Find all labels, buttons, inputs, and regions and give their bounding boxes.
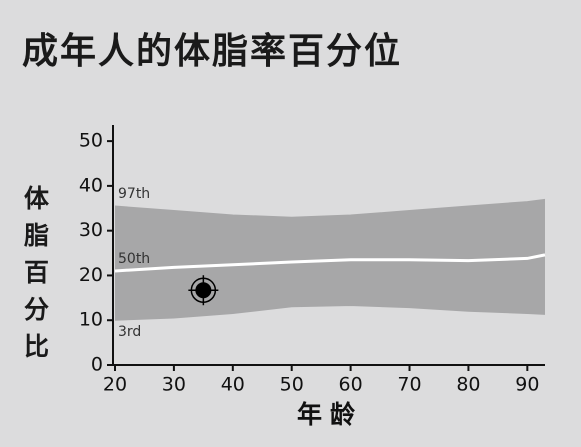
x-tick-label: 30	[162, 374, 186, 396]
data-point	[195, 282, 212, 299]
series-label: 97th	[118, 186, 150, 202]
percentile-line	[114, 198, 546, 218]
y-tick-label: 20	[79, 264, 103, 286]
y-tick-label: 40	[79, 174, 103, 196]
x-tick-label: 50	[280, 374, 304, 396]
chart-title: 成年人的体脂率百分位	[22, 31, 403, 72]
series-label: 50th	[118, 251, 150, 267]
x-axis-label: 年龄	[297, 400, 363, 429]
y-tick-label: 10	[79, 309, 103, 331]
y-tick-label: 50	[79, 130, 103, 152]
x-tick-label: 60	[339, 374, 363, 396]
series-label: 3rd	[118, 324, 141, 340]
x-tick-label: 80	[456, 374, 480, 396]
x-tick-label: 90	[515, 374, 539, 396]
y-axis-label: 体脂百分比	[24, 184, 50, 361]
y-tick-label: 30	[79, 219, 103, 241]
percentile-line	[114, 304, 546, 321]
y-tick-label: 0	[91, 354, 103, 376]
percentile-line	[114, 253, 546, 273]
x-tick-label: 70	[397, 374, 421, 396]
x-tick-label: 40	[221, 374, 245, 396]
x-tick-label: 20	[103, 374, 127, 396]
